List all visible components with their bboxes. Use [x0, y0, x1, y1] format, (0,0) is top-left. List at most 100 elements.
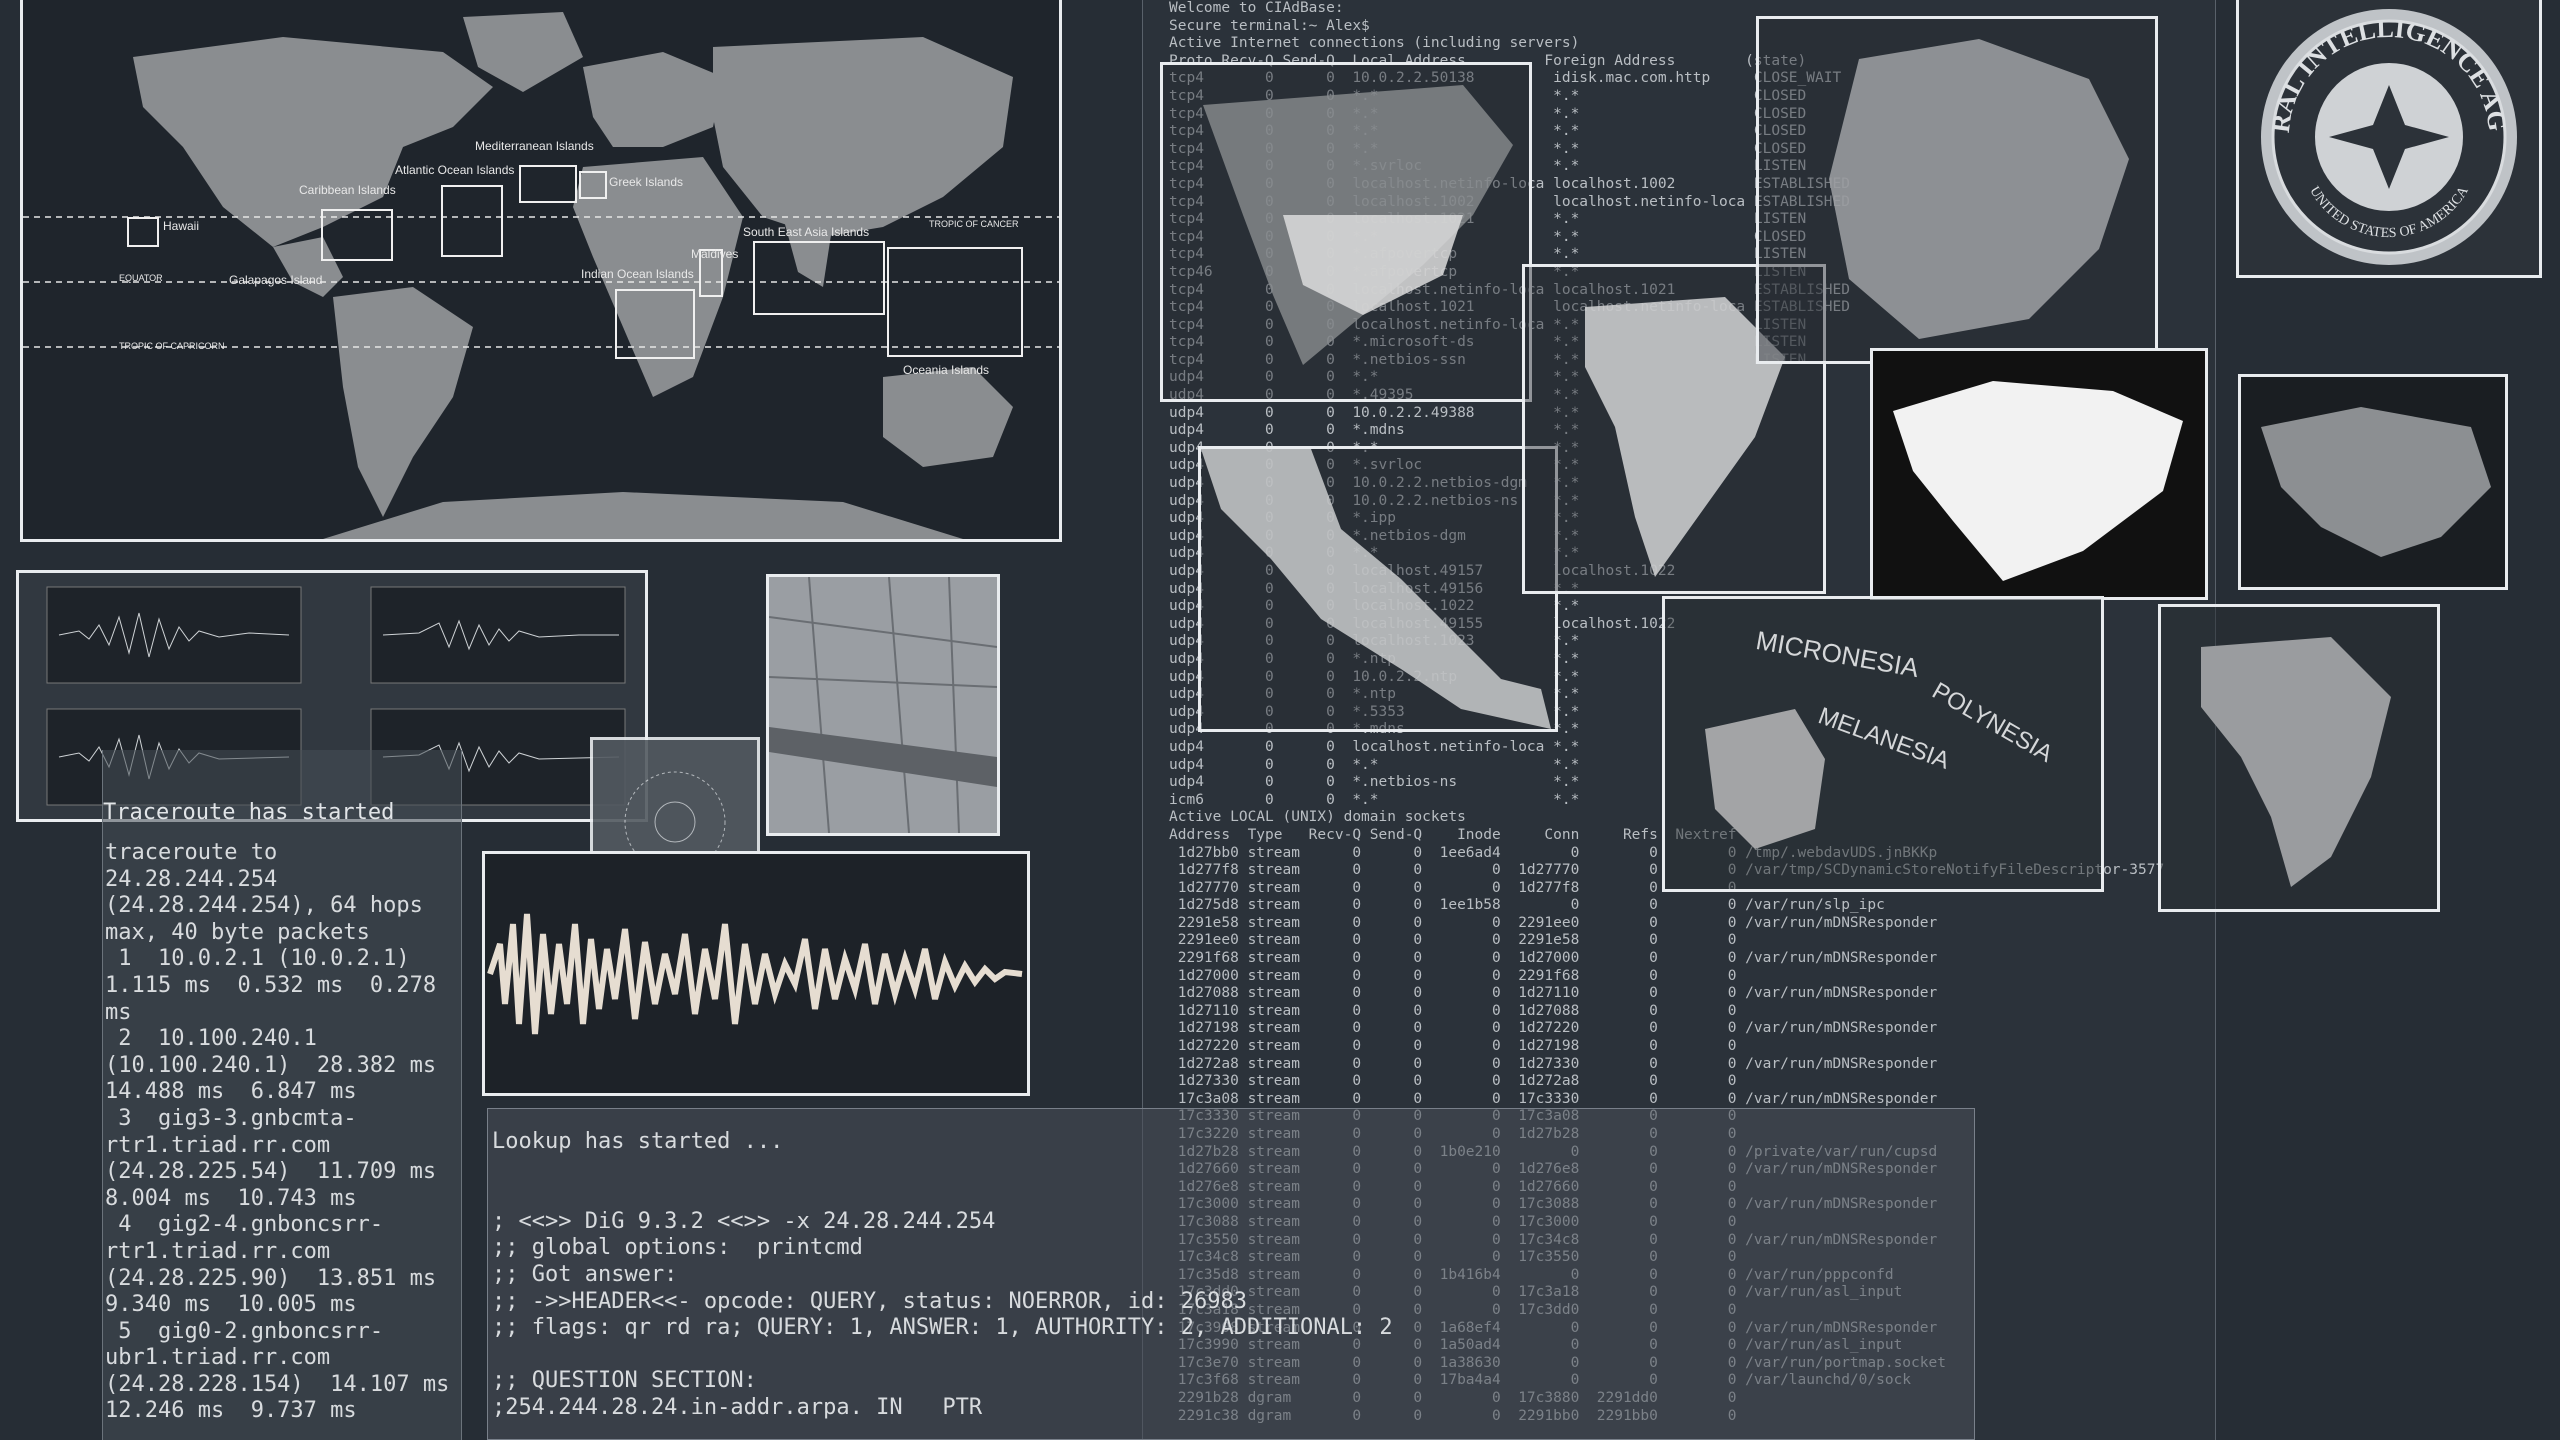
netstat-line: Secure terminal:~ Alex$ [1169, 17, 1370, 34]
traceroute-line: rtr1.triad.rr.com [105, 1132, 331, 1158]
map-label-caribbean: Caribbean Islands [299, 183, 396, 197]
traceroute-line: 14.488 ms 6.847 ms [105, 1079, 357, 1105]
traceroute-line: max, 40 byte packets [105, 919, 370, 945]
inset-maldives [699, 249, 723, 297]
europe-map-graphic [1829, 39, 2129, 339]
inset-greek [579, 171, 607, 199]
lookup-line [492, 1342, 1974, 1369]
asia-map-graphic [2261, 407, 2491, 557]
central-america-map [1198, 446, 1558, 732]
south-america-map-graphic [1585, 297, 1785, 577]
map-label-oceania: Oceania Islands [903, 363, 990, 377]
netstat-line: 2291e58 stream 0 0 0 2291ee0 0 0 /var/ru… [1169, 914, 1938, 931]
audio-waveform-panel [482, 851, 1030, 1096]
north-america-map-graphic [1203, 85, 1513, 365]
traceroute-panel: Traceroute has started traceroute to 24.2… [102, 750, 462, 1440]
netstat-line: udp4 0 0 10.0.2.2.49388 *.* [1169, 404, 1580, 421]
netstat-line: 17c3a08 stream 0 0 0 17c3330 0 0 /var/ru… [1169, 1090, 1938, 1107]
traceroute-line: 8.004 ms 10.743 ms [105, 1185, 357, 1211]
asia-map [2238, 374, 2508, 590]
africa-map-graphic [2201, 637, 2391, 887]
netstat-line: icm6 0 0 *.* *.* [1169, 791, 1580, 808]
world-map-graphic [23, 12, 1059, 539]
map-label-south-east-asia: South East Asia Islands [743, 225, 870, 239]
netstat-line: 1d27198 stream 0 0 0 1d27220 0 0 /var/ru… [1169, 1020, 1938, 1037]
netstat-line: Active LOCAL (UNIX) domain sockets [1169, 809, 1466, 826]
inset-atlantic [441, 185, 503, 257]
traceroute-output: traceroute to 24.28.244.254 (24.28.244.254… [103, 840, 461, 1425]
netstat-line: udp4 0 0 localhost.netinfo-loca *.* [1169, 738, 1580, 755]
aerial-photo-graphic [769, 577, 997, 833]
netstat-line: udp4 0 0 *.ipp *.* [1169, 510, 1580, 527]
lookup-line: ;; QUESTION SECTION: [492, 1368, 757, 1394]
traceroute-line: ubr1.triad.rr.com [105, 1345, 331, 1371]
world-map-panel: Hawaii Caribbean Islands Atlantic Ocean … [20, 0, 1062, 542]
traceroute-line: (10.100.240.1) 28.382 ms [105, 1052, 437, 1078]
lookup-line: Lookup has started ... [492, 1129, 784, 1154]
netstat-line: 1d27000 stream 0 0 0 2291f68 0 0 [1169, 967, 1737, 984]
netstat-line: 1d275d8 stream 0 0 1ee1b58 0 0 0 /var/ru… [1169, 897, 1885, 914]
traceroute-line: (24.28.225.90) 13.851 ms [105, 1265, 437, 1291]
traceroute-line: 1.115 ms 0.532 ms 0.278 [105, 972, 437, 998]
lookup-panel: Lookup has started ... ; <<>> DiG 9.3.2 <… [487, 1108, 1975, 1440]
traceroute-line: 1 10.0.2.1 (10.0.2.1) [105, 946, 410, 972]
netstat-line: 1d27220 stream 0 0 0 1d27198 0 0 [1169, 1038, 1737, 1055]
traceroute-line: (24.28.228.154) 14.107 ms [105, 1371, 450, 1397]
inset-hawaii [127, 217, 159, 247]
traceroute-line: ms [105, 999, 132, 1025]
netstat-line: 2291f68 stream 0 0 0 1d27000 0 0 /var/ru… [1169, 950, 1938, 967]
map-label-atlantic: Atlantic Ocean Islands [395, 163, 515, 177]
inset-mediterranean [519, 165, 577, 203]
lookup-output: Lookup has started ... ; <<>> DiG 9.3.2 <… [488, 1109, 1974, 1422]
inset-caribbean [321, 209, 393, 261]
netstat-line: udp4 0 0 *.mdns *.* [1169, 422, 1580, 439]
netstat-line: udp4 0 0 *.5353 *.* [1169, 703, 1580, 720]
netstat-line: udp4 0 0 10.0.2.2.netbios-ns *.* [1169, 492, 1580, 509]
oceania-map-graphic [1705, 709, 1825, 849]
north-america-map [1160, 62, 1532, 402]
audio-waveform-graphic [487, 913, 1023, 1035]
europe-map [1756, 16, 2158, 364]
lookup-line: ; <<>> DiG 9.3.2 <<>> -x 24.28.244.254 [492, 1208, 996, 1234]
map-label-mediterranean: Mediterranean Islands [475, 139, 594, 153]
map-label-tropic-capricorn: TROPIC OF CAPRICORN [119, 341, 225, 351]
netstat-line: udp4 0 0 *.* *.* [1169, 756, 1580, 773]
map-label-galapagos: Galapagos Island [229, 273, 323, 287]
africa-map [2158, 604, 2440, 912]
lookup-line [492, 1156, 1974, 1183]
traceroute-line: traceroute to [105, 840, 278, 865]
traceroute-line: 9.340 ms 10.005 ms [105, 1292, 357, 1318]
central-america-map-graphic [1201, 449, 1551, 729]
netstat-line: 1d27110 stream 0 0 0 1d27088 0 0 [1169, 1002, 1737, 1019]
lookup-line: ;254.244.28.24.in-addr.arpa. IN PTR [492, 1394, 983, 1420]
traceroute-line: 2 10.100.240.1 [105, 1026, 317, 1052]
traceroute-line: 5 gig0-2.gnboncsrr- [105, 1318, 384, 1344]
netstat-line: udp4 0 0 *.* *.* [1169, 369, 1580, 386]
lookup-line: ;; flags: qr rd ra; QUERY: 1, ANSWER: 1,… [492, 1315, 1393, 1341]
oceania-map: MICRONESIA MELANESIA POLYNESIA [1662, 596, 2104, 892]
map-label-equator: EQUATOR [119, 273, 163, 283]
map-label-maldives: Maldives [691, 247, 739, 261]
traceroute-line: 4 gig2-4.gnboncsrr- [105, 1212, 384, 1238]
netstat-line: 1d27330 stream 0 0 0 1d272a8 0 0 [1169, 1073, 1737, 1090]
south-america-map [1522, 264, 1826, 594]
netstat-line: udp4 0 0 *.netbios-ns *.* [1169, 774, 1580, 791]
map-label-greek: Greek Islands [609, 175, 684, 189]
lookup-line [492, 1182, 1974, 1209]
lookup-line: ;; ->>HEADER<<- opcode: QUERY, status: N… [492, 1288, 1247, 1314]
inset-oceania [887, 247, 1023, 357]
cia-seal-frame: CENTRAL INTELLIGENCE AGENCY UNITED STATE… [2230, 0, 2542, 278]
middle-east-map [1870, 348, 2208, 600]
netstat-line: udp4 0 0 *.ntp *.* [1169, 686, 1580, 703]
netstat-line: 1d27088 stream 0 0 0 1d27110 0 0 /var/ru… [1169, 985, 1938, 1002]
map-label-hawaii: Hawaii [163, 219, 200, 233]
middle-east-map-graphic [1893, 381, 2183, 581]
lookup-line: ;; Got answer: [492, 1261, 678, 1287]
netstat-line: tcp4 0 0 10.0.2.2.50138 idisk.mac.com.ht… [1169, 70, 1842, 87]
netstat-line: Active Internet connections (including s… [1169, 35, 1580, 52]
traceroute-line: 24.28.244.254 [105, 866, 278, 892]
traceroute-line: (24.28.225.54) 11.709 ms [105, 1159, 437, 1185]
traceroute-line: rtr1.triad.rr.com [105, 1238, 331, 1264]
traceroute-line: 12.246 ms 9.737 ms [105, 1398, 357, 1424]
traceroute-header: Traceroute has started [103, 800, 395, 825]
